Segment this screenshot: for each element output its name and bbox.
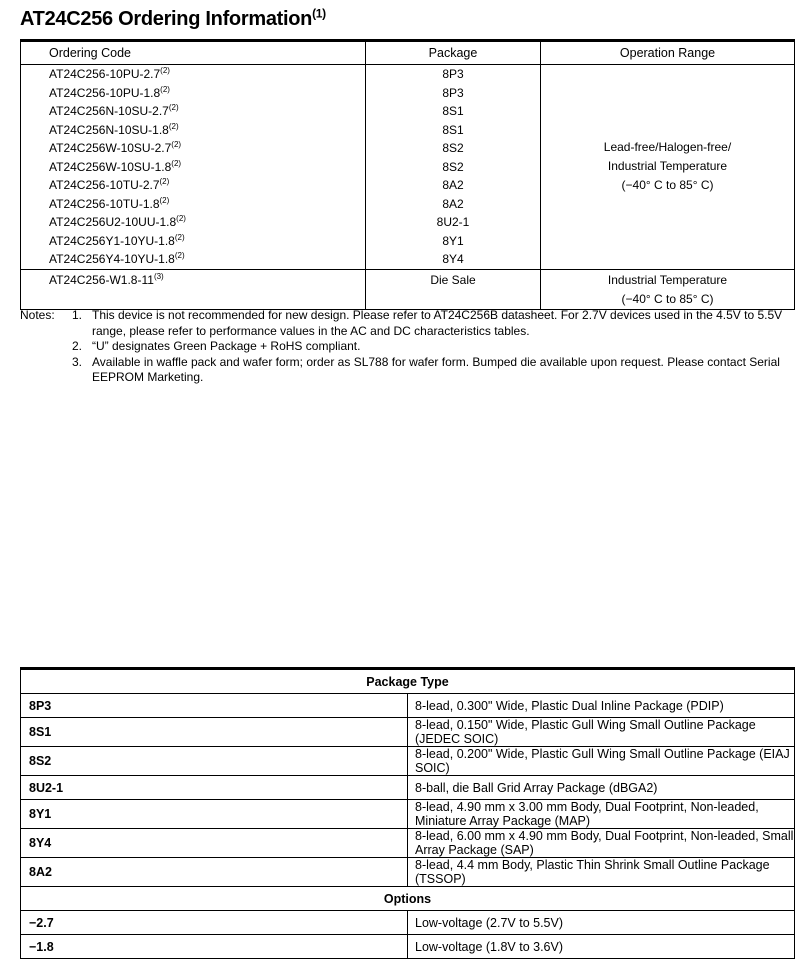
note-number: 3. xyxy=(72,354,83,369)
header-package: Package xyxy=(365,40,541,65)
package-description: 8-lead, 0.300" Wide, Plastic Dual Inline… xyxy=(407,693,795,718)
table-row: AT24C256Y4-10YU-1.8(2) 8Y4 xyxy=(21,250,795,269)
ordering-code: AT24C256Y4-10YU-1.8(2) xyxy=(49,251,185,267)
package-code: 8Y4 xyxy=(20,828,408,858)
table-row: AT24C256W-10SU-1.8(2) 8S2 xyxy=(21,157,795,176)
package-code: 8P3 xyxy=(365,64,541,84)
package-code: 8A2 xyxy=(365,194,541,213)
package-description: 8-lead, 0.200" Wide, Plastic Gull Wing S… xyxy=(407,746,795,776)
table-row: −2.7 Low-voltage (2.7V to 5.5V) xyxy=(20,910,795,935)
package-description: 8-lead, 6.00 mm x 4.90 mm Body, Dual Foo… xyxy=(407,828,795,858)
table-row: −1.8 Low-voltage (1.8V to 3.6V) xyxy=(20,934,795,959)
note-number: 2. xyxy=(72,339,83,353)
note-1: Notes: 1. This device is not recommended f… xyxy=(20,308,790,339)
package-description: 8-lead, 0.150" Wide, Plastic Gull Wing S… xyxy=(407,717,795,747)
ordering-code: AT24C256W-10SU-1.8(2) xyxy=(49,158,182,174)
package-code: 8U2-1 xyxy=(20,775,408,800)
package-code: 8Y1 xyxy=(365,231,541,250)
note-text: Available in waffle pack and wafer form;… xyxy=(92,354,780,385)
table-row: 8Y4 8-lead, 6.00 mm x 4.90 mm Body, Dual … xyxy=(20,828,795,858)
table-row: 8S1 8-lead, 0.150" Wide, Plastic Gull Win… xyxy=(20,717,795,747)
package-code: 8Y1 xyxy=(20,799,408,829)
table-row: 8U2-1 8-ball, die Ball Grid Array Package… xyxy=(20,775,795,800)
package-code: 8S1 xyxy=(365,120,541,139)
notes: Notes: 1. This device is not recommended f… xyxy=(20,308,790,386)
note-number: 1. xyxy=(72,308,83,322)
package-code: 8P3 xyxy=(20,693,408,718)
package-code: 8P3 xyxy=(365,83,541,102)
package-code: 8A2 xyxy=(20,857,408,887)
package-code: Die Sale xyxy=(365,268,541,309)
package-code: 8S1 xyxy=(20,717,408,747)
note-3: 3. Available in waffle pack and wafer for… xyxy=(20,355,790,386)
package-code: 8S1 xyxy=(365,102,541,121)
option-code: −2.7 xyxy=(20,910,408,935)
ordering-code: AT24C256Y1-10YU-1.8(2) xyxy=(49,232,185,248)
package-code: 8S2 xyxy=(20,746,408,776)
package-type-header: Package Type xyxy=(20,668,795,694)
note-text: This device is not recommended for new d… xyxy=(92,308,783,338)
note-text: “U” designates Green Package + RoHS comp… xyxy=(92,339,361,353)
title-footnote: (1) xyxy=(312,6,326,21)
table-row-die: AT24C256-W1.8-11(3) Die Sale Industrial Te… xyxy=(20,268,795,309)
operation-range: Lead-free/Halogen-free/Industrial Temper… xyxy=(540,64,795,269)
table-row: AT24C256W-10SU-2.7(2) 8S2 xyxy=(21,139,795,158)
options-header: Options xyxy=(20,886,795,911)
package-description: 8-lead, 4.4 mm Body, Plastic Thin Shrink… xyxy=(407,857,795,887)
table-row: 8P3 8-lead, 0.300" Wide, Plastic Dual Inl… xyxy=(20,693,795,718)
ordering-code: AT24C256-10TU-2.7(2) xyxy=(49,177,170,193)
table-row: AT24C256-10PU-1.8(2) 8P3 xyxy=(21,83,795,102)
package-code: 8S2 xyxy=(365,157,541,176)
package-description: 8-lead, 4.90 mm x 3.00 mm Body, Dual Foo… xyxy=(407,799,795,829)
table-row: AT24C256Y1-10YU-1.8(2) 8Y1 xyxy=(21,231,795,250)
ordering-code: AT24C256N-10SU-2.7(2) xyxy=(49,103,179,119)
operation-range: Industrial Temperature (−40° C to 85° C) xyxy=(540,268,795,309)
title-text: AT24C256 Ordering Information xyxy=(20,8,313,30)
table-row: AT24C256-10TU-1.8(2) 8A2 xyxy=(21,194,795,213)
package-type-table: Package Type 8P3 8-lead, 0.300" Wide, Plas… xyxy=(20,667,795,959)
ordering-code: AT24C256W-10SU-2.7(2) xyxy=(49,140,182,156)
table-row: AT24C256-10PU-2.7(2) 8P3 Lead-free/Halogen… xyxy=(21,64,795,269)
note-2: 2. “U” designates Green Package + RoHS co… xyxy=(20,339,790,355)
table-row: AT24C256N-10SU-2.7(2) 8S1 xyxy=(21,102,795,121)
package-code: 8U2-1 xyxy=(365,213,541,232)
ordering-code: AT24C256-W1.8-11(3) xyxy=(20,268,366,309)
table-row: AT24C256-10TU-2.7(2) 8A2 xyxy=(21,176,795,195)
table-row: 8S2 8-lead, 0.200" Wide, Plastic Gull Win… xyxy=(20,746,795,776)
table-row: 8A2 8-lead, 4.4 mm Body, Plastic Thin Shr… xyxy=(20,857,795,887)
table-row: AT24C256N-10SU-1.8(2) 8S1 xyxy=(21,120,795,139)
ordering-code: AT24C256-10PU-2.7(2) xyxy=(49,66,170,82)
package-code: 8A2 xyxy=(365,176,541,195)
package-code: 8S2 xyxy=(365,139,541,158)
table-row: AT24C256U2-10UU-1.8(2) 8U2-1 xyxy=(21,213,795,232)
option-description: Low-voltage (2.7V to 5.5V) xyxy=(407,910,795,935)
ordering-code: AT24C256-10TU-1.8(2) xyxy=(49,195,170,211)
table-row: 8Y1 8-lead, 4.90 mm x 3.00 mm Body, Dual … xyxy=(20,799,795,829)
notes-label: Notes: xyxy=(20,308,55,322)
ordering-code: AT24C256U2-10UU-1.8(2) xyxy=(49,214,186,230)
ordering-code: AT24C256N-10SU-1.8(2) xyxy=(49,121,179,137)
option-code: −1.8 xyxy=(20,934,408,959)
header-ordering-code: Ordering Code xyxy=(20,40,366,65)
package-code: 8Y4 xyxy=(365,250,541,269)
option-description: Low-voltage (1.8V to 3.6V) xyxy=(407,934,795,959)
ordering-code: AT24C256-10PU-1.8(2) xyxy=(49,84,170,100)
ordering-table: Ordering Code Package Operation Range AT… xyxy=(20,39,795,310)
package-description: 8-ball, die Ball Grid Array Package (dBG… xyxy=(407,775,795,800)
header-operation-range: Operation Range xyxy=(540,40,795,65)
page-title: AT24C256 Ordering Information(1) xyxy=(20,6,326,31)
